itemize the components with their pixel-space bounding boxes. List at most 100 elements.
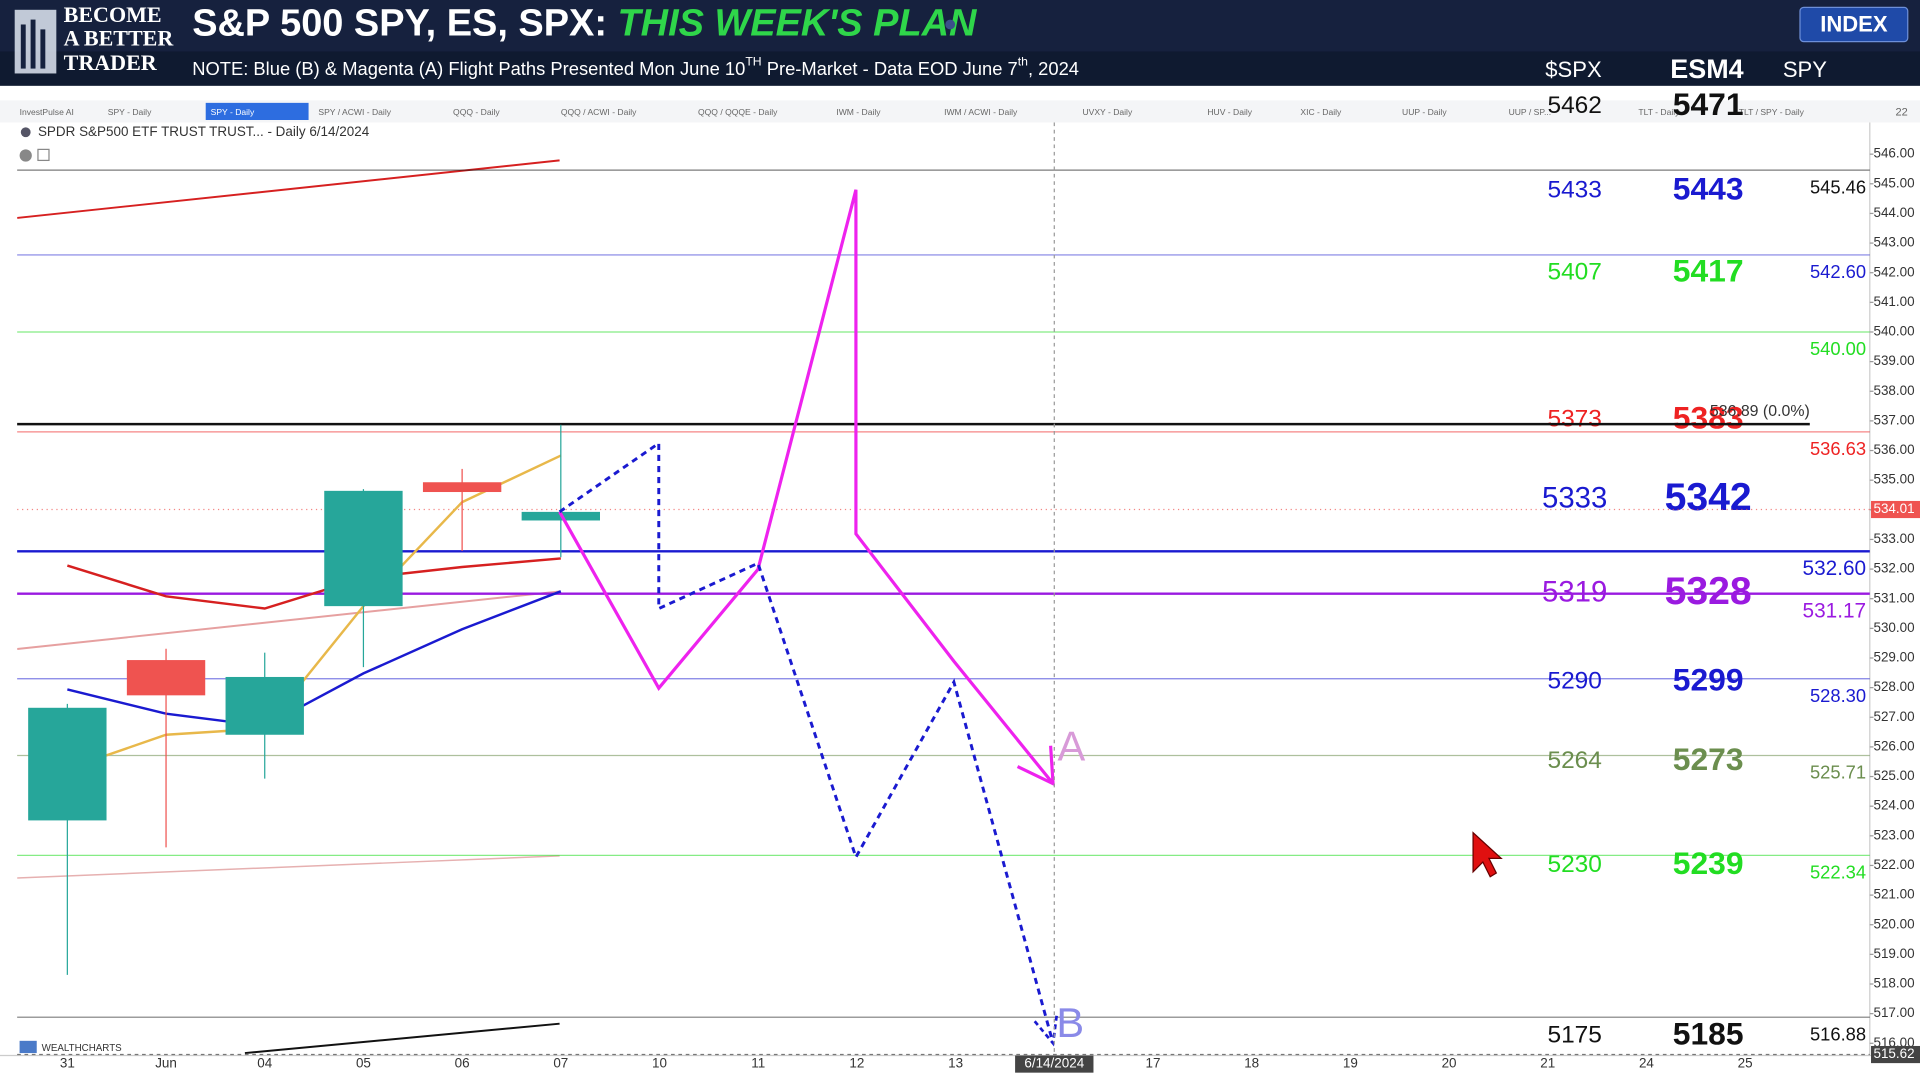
logo-text: BECOME xyxy=(64,2,162,27)
flight-label: B xyxy=(1056,999,1084,1046)
spy-level: 531.17 xyxy=(1803,600,1867,623)
x-tick-label: 04 xyxy=(257,1056,272,1071)
x-tick-label: 21 xyxy=(1540,1056,1555,1071)
esm4-level: 5471 xyxy=(1673,86,1744,122)
esm4-level: 5342 xyxy=(1665,476,1752,519)
spx-level: 5433 xyxy=(1547,176,1601,203)
last-price-tag xyxy=(1871,500,1920,519)
chart-caption: SPDR S&P500 ETF TRUST TRUST... - Daily 6… xyxy=(38,124,370,139)
tab[interactable]: UUP / SP... xyxy=(1509,107,1552,117)
icon xyxy=(19,149,32,162)
ma-line xyxy=(67,590,562,728)
icon xyxy=(20,127,31,138)
logo-text: A BETTER xyxy=(64,25,175,50)
logo-text: TRADER xyxy=(64,50,158,75)
y-tick-label: 541.00 xyxy=(1873,294,1914,309)
x-tick-label: 13 xyxy=(948,1056,963,1071)
note: NOTE: Blue (B) & Magenta (A) Flight Path… xyxy=(192,55,1079,79)
esm4-level: 5383 xyxy=(1673,399,1744,435)
candle-body xyxy=(28,707,107,821)
arrow-head xyxy=(1016,745,1055,787)
tab[interactable]: TLT / SPY - Daily xyxy=(1739,107,1805,117)
tab[interactable]: QQQ / QQQE - Daily xyxy=(698,107,778,117)
flight-path-a xyxy=(558,189,1055,785)
y-tick-label: 539.00 xyxy=(1873,353,1914,368)
tab[interactable]: SPY / ACWI - Daily xyxy=(318,107,391,117)
esm4-level: 5239 xyxy=(1673,845,1744,881)
spy-level: 545.46 xyxy=(1810,176,1866,197)
tab-more[interactable]: 22 xyxy=(1896,107,1908,119)
x-tick-label: 24 xyxy=(1639,1056,1654,1071)
tab[interactable]: UVXY - Daily xyxy=(1082,107,1133,117)
x-tick-label: 19 xyxy=(1343,1056,1358,1071)
tab[interactable]: IWM - Daily xyxy=(836,107,881,117)
y-tick-label: 519.00 xyxy=(1873,946,1914,961)
spy-level: 525.71 xyxy=(1810,762,1866,783)
y-tick-label: 542.00 xyxy=(1873,264,1914,279)
y-tick-label: 533.00 xyxy=(1873,531,1914,546)
x-tick-label: 11 xyxy=(751,1056,765,1071)
tabs: InvestPulse AI SPY - Daily SPY - Daily SPY … xyxy=(20,102,1908,120)
logo: BECOME A BETTER TRADER xyxy=(14,2,175,75)
tab[interactable]: QQQ / ACWI - Daily xyxy=(561,107,637,117)
candle-body xyxy=(225,676,304,735)
crosshair-tag xyxy=(1871,1045,1920,1064)
x-tick-label: 17 xyxy=(1145,1056,1160,1071)
esm4-level: 5273 xyxy=(1673,741,1744,777)
tab[interactable]: HUV - Daily xyxy=(1207,107,1252,117)
flight-label: A xyxy=(1058,722,1086,769)
y-tick-label: 536.00 xyxy=(1873,442,1914,457)
tab[interactable]: InvestPulse AI xyxy=(20,107,74,117)
x-tick-label: Jun xyxy=(155,1056,177,1071)
tab[interactable]: UUP - Daily xyxy=(1402,107,1447,117)
title-highlight: THIS WEEK'S PLAN xyxy=(618,3,979,45)
x-tick-label: 10 xyxy=(652,1056,667,1071)
esm4-level: 5185 xyxy=(1673,1015,1744,1051)
x-tick-label: 20 xyxy=(1442,1056,1457,1071)
tab-active[interactable] xyxy=(205,102,309,120)
note-text: , 2024 xyxy=(1028,58,1079,79)
note-sup: th xyxy=(1018,55,1028,69)
y-tick-label: 529.00 xyxy=(1873,650,1914,665)
x-tick-label: 07 xyxy=(553,1056,568,1071)
note-bar xyxy=(0,51,1920,86)
esm4-level: 5299 xyxy=(1673,661,1744,697)
y-tick-label: 545.00 xyxy=(1873,175,1914,190)
x-tick-label: 12 xyxy=(849,1056,864,1071)
y-tick-label: 544.00 xyxy=(1873,205,1914,220)
brand-text: WEALTHCHARTS xyxy=(42,1043,123,1054)
ma-line xyxy=(66,557,561,610)
y-tick-label: 520.00 xyxy=(1873,916,1914,931)
tab-bar xyxy=(0,100,1920,123)
note-sup: TH xyxy=(745,55,761,69)
y-tick-label: 524.00 xyxy=(1873,798,1914,813)
brand: WEALTHCHARTS xyxy=(19,1040,123,1054)
index-button[interactable] xyxy=(1799,6,1909,43)
y-tick-label: 530.00 xyxy=(1873,620,1914,635)
spx-level: 5264 xyxy=(1547,747,1601,774)
y-tick-label: 526.00 xyxy=(1873,738,1914,753)
index-button-label[interactable]: INDEX xyxy=(1820,12,1888,37)
tab[interactable]: SPY - Daily xyxy=(211,107,255,117)
note-text: Pre-Market - Data EOD June 7 xyxy=(762,58,1018,79)
spx-level: 5319 xyxy=(1542,576,1607,609)
y-tick-label: 531.00 xyxy=(1873,590,1914,605)
tab[interactable]: SPY - Daily xyxy=(108,107,152,117)
tab[interactable]: QQQ - Daily xyxy=(453,107,500,117)
flight-path-b xyxy=(558,440,1055,1044)
tab[interactable]: XIC - Daily xyxy=(1300,107,1342,117)
spy-level: 522.34 xyxy=(1810,862,1866,883)
spy-level: 528.30 xyxy=(1810,685,1866,706)
spy-level: 516.88 xyxy=(1810,1023,1866,1044)
x-tick-label: 18 xyxy=(1244,1056,1259,1071)
title-text: S&P 500 SPY, ES, SPX: xyxy=(192,3,617,45)
y-tick-label: 535.00 xyxy=(1873,472,1914,487)
tab[interactable]: IWM / ACWI - Daily xyxy=(944,107,1018,117)
arrow-head xyxy=(1033,1014,1059,1047)
esm4-level: 5443 xyxy=(1673,170,1744,206)
tab[interactable]: TLT - Daily xyxy=(1638,107,1680,117)
y-tick-label: 532.00 xyxy=(1873,561,1914,576)
x-tick-label: 05 xyxy=(356,1056,371,1071)
esm4-level: 5328 xyxy=(1665,570,1752,613)
